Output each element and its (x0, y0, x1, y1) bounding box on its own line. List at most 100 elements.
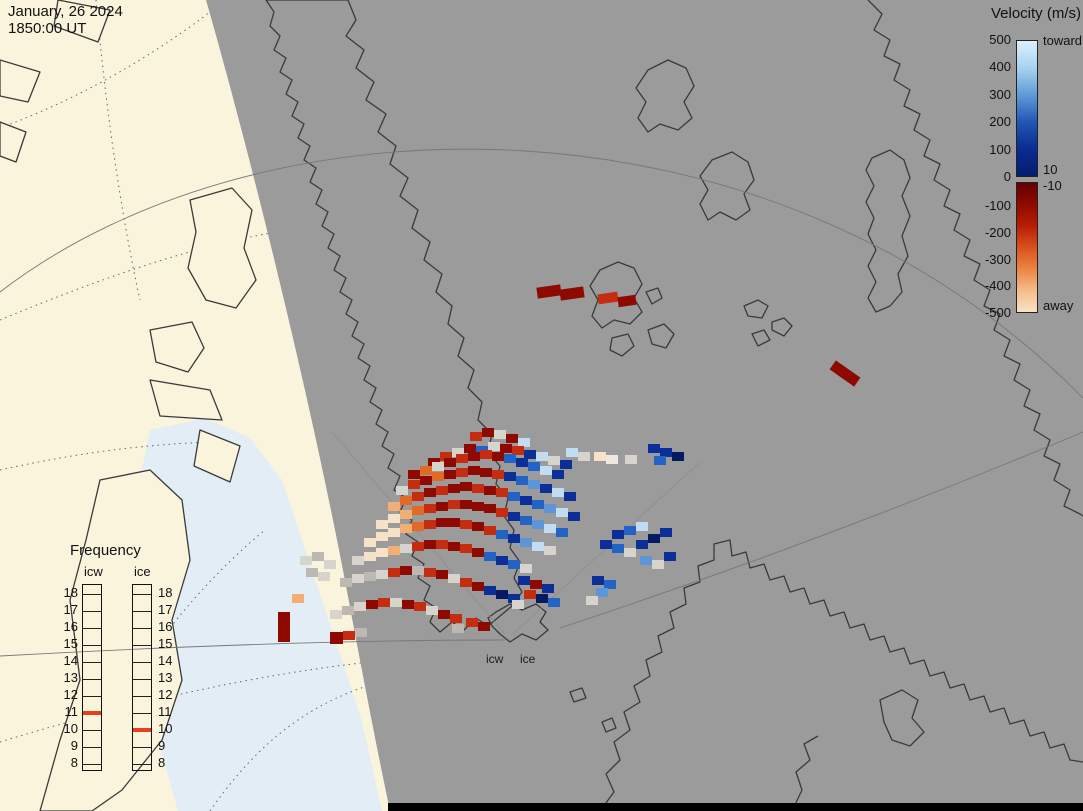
velocity-cell (460, 482, 472, 491)
frequency-scale-number: 12 (63, 686, 78, 702)
velocity-cell (544, 504, 556, 513)
velocity-cell (512, 600, 524, 609)
velocity-cell (540, 484, 552, 493)
velocity-cell (482, 428, 494, 437)
franz-josef-land-coastline (751, 329, 771, 347)
frequency-scale-number: 13 (63, 669, 78, 685)
frequency-scale-number: 16 (63, 618, 78, 634)
velocity-cell (396, 486, 408, 495)
frequency-scale-number: 16 (158, 618, 173, 634)
frequency-scale-number: 8 (70, 754, 78, 770)
velocity-cell (388, 528, 400, 537)
velocity-cell (343, 631, 355, 640)
velocity-cell (412, 506, 424, 515)
velocity-cell (444, 470, 456, 479)
velocity-cell (484, 586, 496, 595)
velocity-cell (378, 598, 390, 607)
velocity-cell (672, 452, 684, 461)
frequency-tick (83, 746, 101, 748)
frequency-tick (83, 763, 101, 765)
frequency-tick (83, 593, 101, 595)
velocity-cell (448, 484, 460, 493)
velocity-cell (488, 442, 500, 451)
velocity-cell (612, 544, 624, 553)
velocity-cell (466, 618, 478, 627)
graticule-line (0, 0, 226, 129)
arctic-island-coastline (635, 59, 695, 133)
frequency-legend-title: Frequency (70, 542, 141, 559)
frequency-scale-number: 17 (63, 601, 78, 617)
island-coastline (149, 321, 205, 373)
frequency-scale-number: 15 (158, 635, 173, 651)
velocity-cell (564, 492, 576, 501)
velocity-cell (420, 476, 432, 485)
frequency-bar (132, 584, 152, 771)
velocity-cell (617, 294, 637, 308)
frequency-tick (133, 695, 151, 697)
velocity-cell (448, 542, 460, 551)
threshold-plus10-label: 10 (1043, 162, 1058, 177)
velocity-cell (330, 632, 343, 644)
velocity-cell (640, 556, 652, 565)
velocity-cell (604, 580, 616, 589)
velocity-tick-label: 300 (989, 86, 1011, 102)
velocity-cell (364, 538, 376, 547)
velocity-cell (556, 528, 568, 537)
frequency-tick (133, 746, 151, 748)
baffin-island-coastline (39, 469, 191, 811)
frequency-tick (133, 763, 151, 765)
iceland-coastline (487, 603, 549, 643)
velocity-cell (424, 488, 436, 497)
velocity-cell (536, 452, 548, 461)
velocity-cell (468, 452, 480, 461)
frequency-tick (133, 610, 151, 612)
island-coastline (0, 59, 41, 103)
velocity-cell (530, 580, 542, 589)
velocity-cell (660, 448, 672, 457)
white-sea-coastline (879, 689, 925, 747)
timestamp: January, 26 2024 1850:00 UT (8, 3, 123, 37)
velocity-cell (624, 526, 636, 535)
velocity-cell (464, 444, 476, 453)
velocity-cell (448, 518, 460, 527)
velocity-cell (424, 568, 436, 577)
russia-coastline (867, 0, 1083, 517)
velocity-cell (829, 360, 861, 387)
velocity-cell (520, 564, 532, 573)
frequency-scale-number: 13 (158, 669, 173, 685)
velocity-cell (594, 452, 606, 461)
velocity-cell (432, 472, 444, 481)
frequency-scale-number: 9 (158, 737, 166, 753)
velocity-cell (440, 452, 452, 461)
velocity-cell (606, 455, 618, 464)
velocity-cell (540, 466, 552, 475)
velocity-cell (548, 598, 560, 607)
velocity-cell (492, 452, 504, 461)
velocity-cell (496, 590, 508, 599)
velocity-cell (472, 522, 484, 531)
velocity-cell (460, 544, 472, 553)
velocity-cell (478, 622, 490, 631)
frequency-scale-number: 17 (158, 601, 173, 617)
velocity-cell (460, 520, 472, 529)
dayside-ocean-area (122, 418, 382, 811)
svalbard-island-coastline (647, 323, 675, 349)
faroe-coastline (569, 687, 587, 703)
velocity-cell (408, 480, 420, 489)
velocity-cell (424, 540, 436, 549)
latitude-circles (0, 148, 1083, 657)
velocity-cell (484, 486, 496, 495)
velocity-tick-label: 100 (989, 141, 1011, 157)
frequency-tick (133, 712, 151, 714)
velocity-cell (559, 286, 585, 301)
velocity-tick-label: 200 (989, 114, 1011, 130)
away-label: away (1043, 298, 1074, 313)
velocity-cell (508, 534, 520, 543)
velocity-cell (625, 455, 637, 464)
velocity-cell (388, 568, 400, 577)
shetland-coastline (601, 717, 617, 733)
velocity-cell (402, 600, 414, 609)
velocity-cell (484, 504, 496, 513)
